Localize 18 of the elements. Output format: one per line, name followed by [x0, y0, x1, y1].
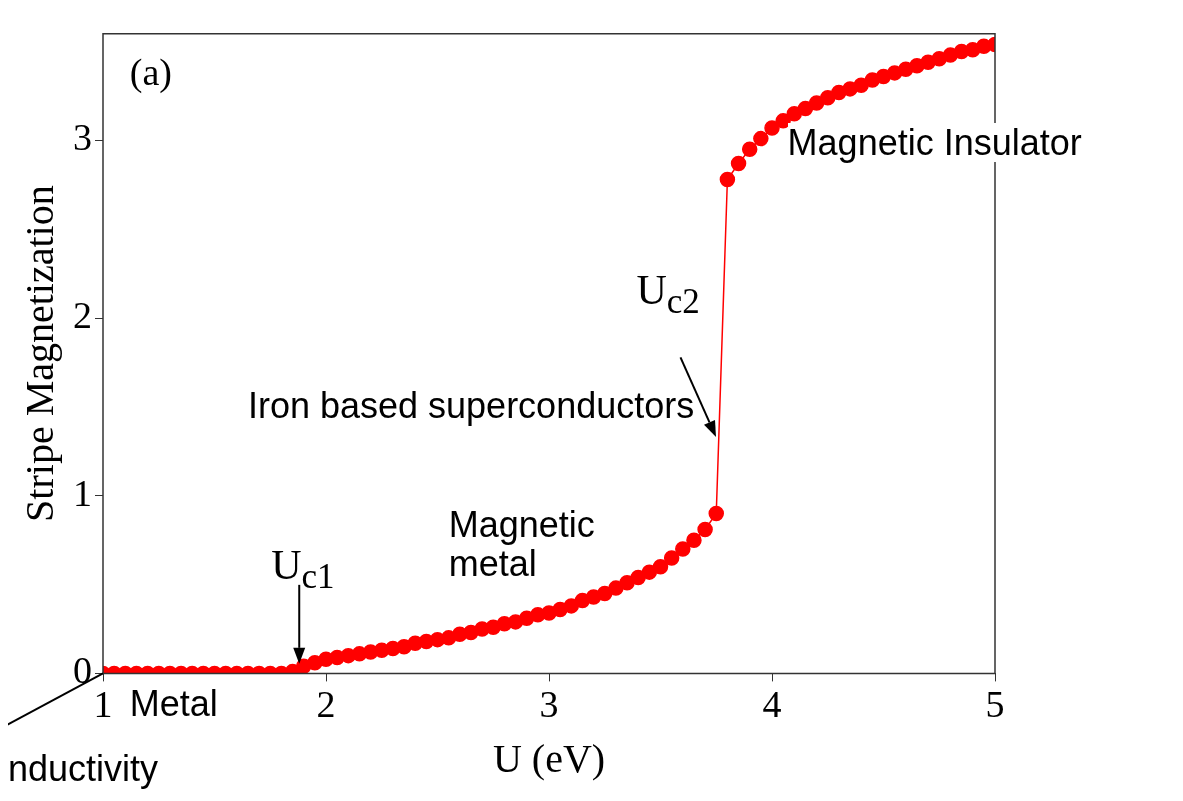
text: Metal	[129, 683, 218, 725]
annotation: (a)	[129, 50, 172, 94]
y-axis-title: Stripe Magnetization	[16, 185, 62, 522]
annotation: Iron based superconductors	[247, 384, 695, 426]
annotation: U$_{c2}$	[636, 267, 700, 323]
y-tick-label: 3	[73, 116, 92, 159]
x-tick-label: 4	[762, 683, 782, 726]
x-tick-label: 5	[985, 683, 1005, 726]
x-tick-label: 3	[539, 683, 559, 726]
x-axis-title: U (eV)	[492, 735, 606, 781]
y-tick-label: 2	[73, 294, 92, 337]
y-tick-label: 1	[73, 471, 92, 514]
annotation: Magnetic metal	[448, 503, 596, 585]
annotation: U$_{c1}$	[271, 541, 335, 597]
annotation: Magnetic Insulator	[787, 121, 1082, 163]
y-tick-label: 0	[73, 649, 92, 692]
annotation: nductivity	[8, 748, 159, 790]
x-tick-label: 2	[316, 683, 336, 726]
